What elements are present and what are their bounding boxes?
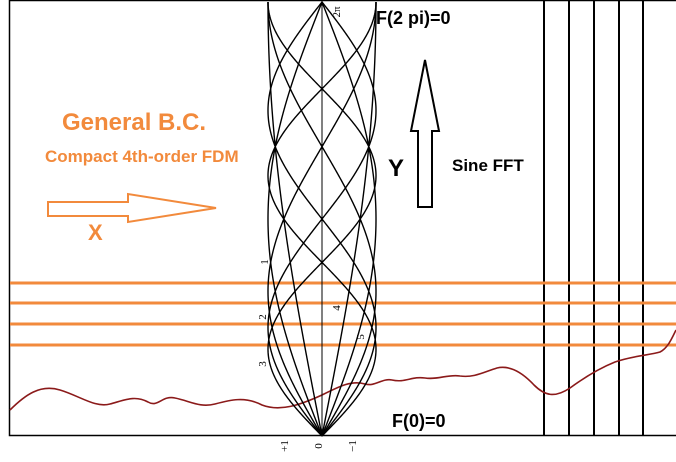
sine-mode-curve bbox=[267, 1, 377, 437]
frame bbox=[8, 0, 676, 437]
title-compact-fdm: Compact 4th-order FDM bbox=[45, 147, 239, 166]
sine-mode-curve bbox=[267, 1, 377, 437]
mode-label: 5 bbox=[355, 334, 367, 340]
mode-label: 3 bbox=[257, 361, 269, 367]
two-pi-label: 2π bbox=[331, 6, 343, 18]
sine-mode-curve bbox=[321, 2, 377, 437]
vertical-grid-lines bbox=[543, 0, 644, 436]
mode-label: 2 bbox=[257, 314, 269, 320]
mode-label: 4 bbox=[331, 305, 343, 311]
x-axis-label: X bbox=[88, 220, 103, 245]
sine-mode-curve bbox=[267, 1, 377, 437]
method-label: Sine FFT bbox=[452, 156, 524, 175]
sine-modes bbox=[267, 1, 377, 437]
bottom-boundary-condition: F(0)=0 bbox=[392, 411, 446, 431]
sine-mode-curve bbox=[321, 1, 377, 437]
sine-mode-curve bbox=[267, 1, 323, 437]
axis-tick-label: +1 bbox=[279, 440, 291, 452]
solution-profile-curve bbox=[9, 329, 676, 411]
horizontal-grid-lines bbox=[10, 281, 676, 347]
title-general-bc: General B.C. bbox=[62, 109, 207, 136]
mode-label: 1 bbox=[259, 259, 271, 265]
y-axis-label: Y bbox=[388, 155, 405, 182]
axis-tick-label: 0 bbox=[313, 443, 325, 449]
x-arrow-icon bbox=[47, 192, 217, 224]
axis-tick-label: −1 bbox=[347, 440, 359, 452]
sine-mode-curve bbox=[267, 2, 323, 437]
top-boundary-condition: F(2 pi)=0 bbox=[376, 8, 451, 28]
y-arrow-icon bbox=[409, 59, 441, 208]
